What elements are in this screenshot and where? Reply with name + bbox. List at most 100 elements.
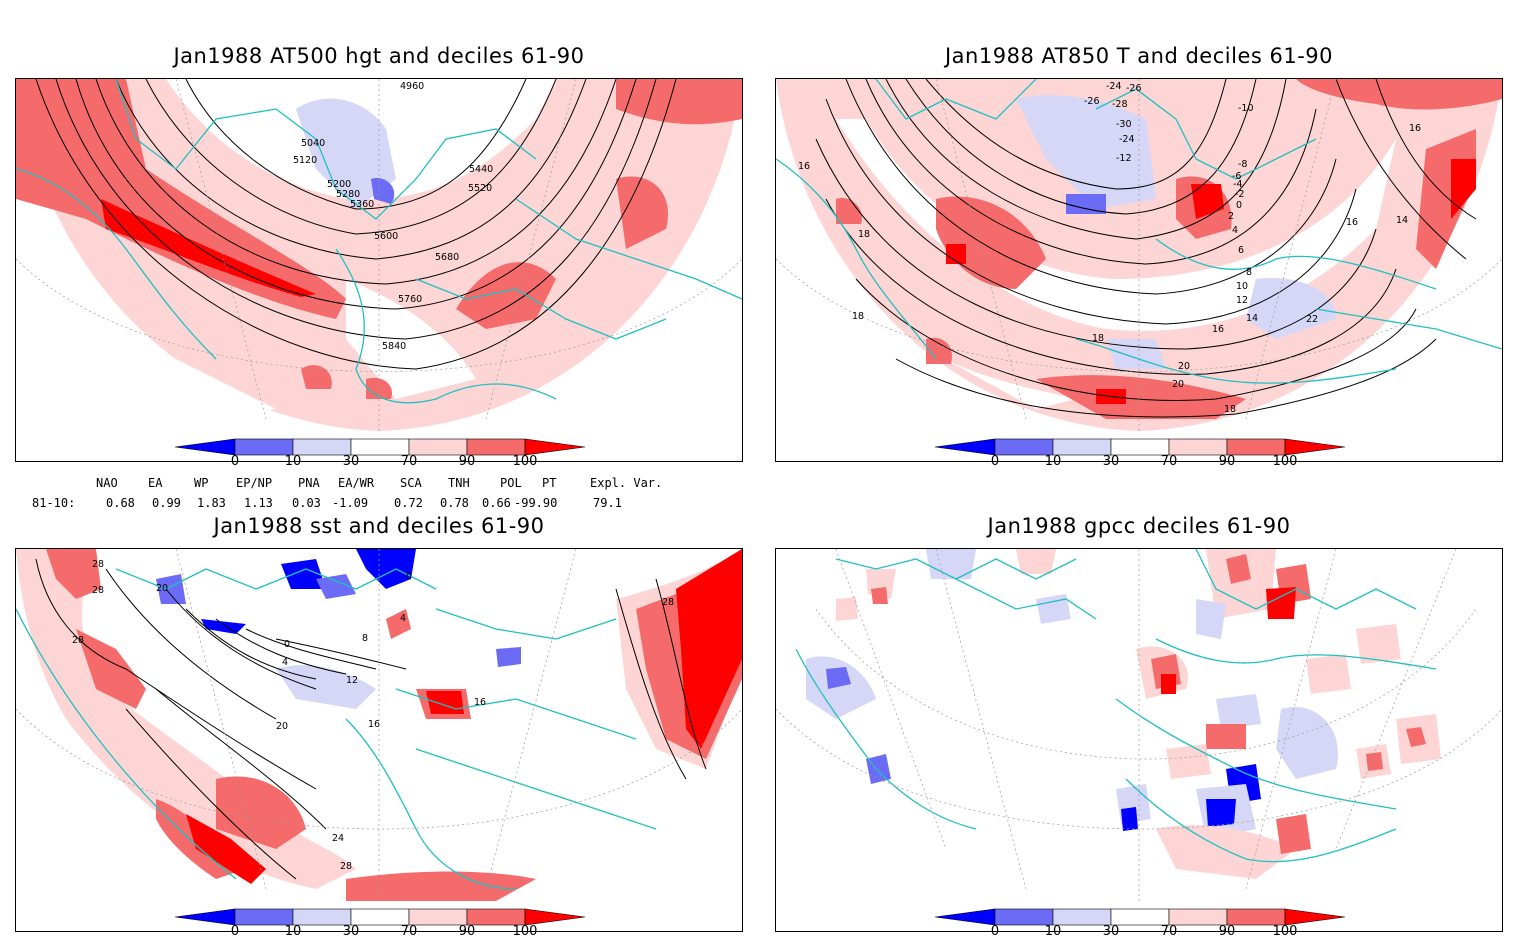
- index-row-label: 81-10:: [32, 496, 76, 510]
- contour-label: 20: [156, 583, 168, 594]
- colorbar-tick-label: 10: [284, 454, 302, 469]
- colorbar-segment: [1110, 908, 1170, 926]
- contour-label: -4: [1233, 179, 1242, 190]
- colorbar-tick-label: 70: [400, 924, 418, 939]
- lowest-decile-area: [356, 549, 416, 589]
- colorbar-tick-label: 30: [342, 454, 360, 469]
- colorbar-segment: [234, 438, 294, 456]
- contour-label: 5040: [301, 138, 325, 149]
- contour-label: 18: [852, 311, 864, 322]
- upper-decile-area: [836, 198, 862, 224]
- colorbar-segment: [1168, 438, 1228, 456]
- contour-label: 4: [400, 613, 406, 624]
- index-header: WP: [194, 476, 209, 490]
- map-sst: 28 28 28 20 0 4 8 12 16 20 24 28 28 16 4…: [15, 548, 743, 932]
- contour-label: 16: [1212, 324, 1224, 335]
- contour-label: 5520: [468, 183, 492, 194]
- index-value: 0.78: [440, 496, 469, 510]
- panel-title-sst: Jan1988 sst and deciles 61-90: [213, 514, 545, 538]
- contour-label: 16: [798, 161, 810, 172]
- contour-label: 28: [72, 635, 84, 646]
- neutral-decile-area: [836, 119, 1396, 331]
- contour-label: -12: [1116, 153, 1132, 164]
- index-value: 1.13: [244, 496, 273, 510]
- colorbar-tick-label: 30: [1102, 454, 1120, 469]
- contour-label: 5600: [374, 231, 398, 242]
- index-header: SCA: [400, 476, 422, 490]
- map-gpcc-svg: [776, 549, 1502, 901]
- index-header: TNH: [448, 476, 470, 490]
- contour-label: 24: [332, 833, 344, 844]
- contour-label: 5200: [327, 179, 351, 190]
- colorbar-t850-svg: [935, 438, 1345, 456]
- contour-label: 5680: [435, 252, 459, 263]
- colorbar-sst: 0 10 30 70 90 100: [175, 908, 585, 940]
- contour-label: 22: [1306, 314, 1318, 325]
- index-header: EA: [148, 476, 163, 490]
- panel-title-hgt500: Jan1988 AT500 hgt and deciles 61-90: [173, 44, 585, 68]
- lowest-decile-area: [281, 559, 326, 589]
- lowest-decile-area: [201, 619, 246, 634]
- colorbar-segment: [1168, 908, 1228, 926]
- colorbar-tick-label: 100: [512, 454, 538, 469]
- index-value: 0.68: [106, 496, 135, 510]
- contour-label: 8: [362, 633, 368, 644]
- colorbar-segment: [234, 908, 294, 926]
- panel-title-gpcc: Jan1988 gpcc deciles 61-90: [987, 514, 1291, 538]
- highest-decile-area: [676, 549, 742, 749]
- colorbar-segment: [524, 438, 585, 456]
- colorbar-tick-label: 90: [458, 924, 476, 939]
- colorbar-tick-label: 0: [230, 454, 240, 469]
- upper-decile-area: [216, 776, 306, 849]
- contour-label: 14: [1396, 215, 1408, 226]
- colorbar-gpcc-svg: [935, 908, 1345, 926]
- height-contours: [35, 79, 677, 370]
- highest-decile-area: [101, 199, 316, 297]
- colorbar-segment: [466, 908, 526, 926]
- contour-label: 10: [1236, 281, 1248, 292]
- contour-label: 18: [858, 229, 870, 240]
- colorbar-segment: [350, 438, 410, 456]
- map-hgt500: 4960 5040 5120 5200 5280 5360 5440 5520 …: [15, 78, 743, 462]
- contour-label: -8: [1238, 159, 1247, 170]
- upper-decile-area: [1036, 375, 1246, 419]
- neutral-decile-area: [346, 279, 476, 399]
- colorbar-segment: [408, 908, 468, 926]
- colorbar-segment: [935, 908, 996, 926]
- contour-label: 16: [1346, 217, 1358, 228]
- colorbar-tick-label: 30: [1102, 924, 1120, 939]
- coastlines: [795, 549, 1437, 863]
- contour-label: 5280: [336, 189, 360, 200]
- colorbar-gpcc: 0 10 30 70 90 100: [935, 908, 1345, 940]
- sst-contours: [35, 558, 707, 880]
- colorbar-segment: [994, 438, 1054, 456]
- colorbar-tick-label: 70: [400, 454, 418, 469]
- colorbar-tick-label: 90: [1218, 924, 1236, 939]
- contour-label: 5840: [382, 341, 406, 352]
- contour-label: 2: [1228, 211, 1234, 222]
- highest-decile-area: [946, 244, 966, 264]
- map-t850-svg: -24 -26 -28 -26 -30 -24 -12 -10 -8 -6 -4…: [776, 79, 1502, 431]
- coastlines: [16, 568, 657, 890]
- index-header: EP/NP: [236, 476, 273, 490]
- colorbar-segment: [408, 438, 468, 456]
- colorbar-segment: [292, 908, 352, 926]
- contour-label: -2: [1235, 189, 1244, 200]
- colorbar-tick-label: 70: [1160, 924, 1178, 939]
- colorbar-segment: [1284, 438, 1345, 456]
- contour-label: -28: [1112, 99, 1128, 110]
- colorbar-segment: [175, 438, 236, 456]
- index-header: Expl. Var.: [590, 476, 663, 490]
- contour-label: 5440: [469, 164, 493, 175]
- contour-label: -26: [1126, 83, 1142, 94]
- colorbar-segment: [1052, 438, 1112, 456]
- colorbar-tick-label: 10: [1044, 924, 1062, 939]
- contour-label: 20: [1172, 379, 1184, 390]
- colorbar-segment: [350, 908, 410, 926]
- index-value: -99.90: [514, 496, 558, 510]
- contour-label: -26: [1084, 96, 1100, 107]
- colorbar-hgt500-svg: [175, 438, 585, 456]
- colorbar-tick-label: 10: [1044, 454, 1062, 469]
- colorbar-segment: [935, 438, 996, 456]
- contour-label: -24: [1106, 81, 1122, 92]
